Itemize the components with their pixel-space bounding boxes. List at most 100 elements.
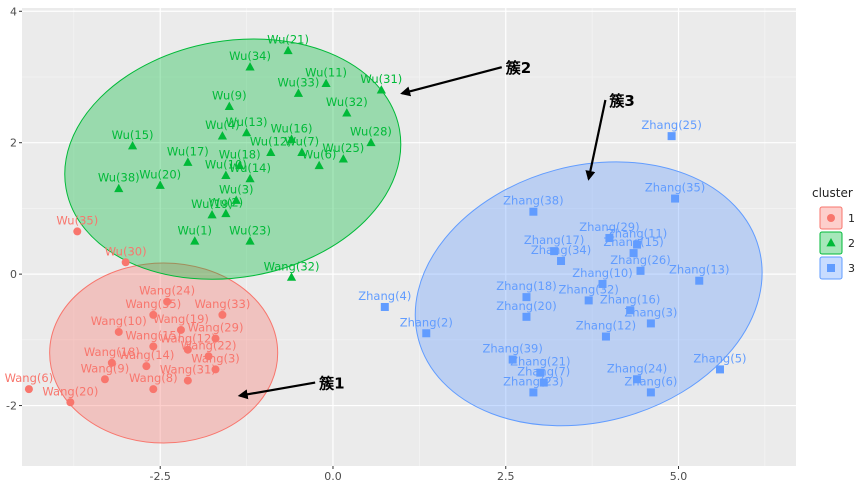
annotations: 簇2 簇3 簇1 bbox=[237, 59, 635, 400]
y-tick-label: -2 bbox=[6, 400, 17, 413]
point-zhang-38 bbox=[529, 207, 538, 216]
point-wang-18 bbox=[107, 358, 116, 367]
point-wu-10 bbox=[221, 170, 231, 179]
point-wu-11 bbox=[321, 78, 331, 87]
point-label-wu-28: Wu(28) bbox=[350, 125, 392, 139]
point-label-wang-20: Wang(20) bbox=[42, 384, 98, 398]
cluster-1-ellipse bbox=[49, 262, 279, 444]
point-zhang-2 bbox=[422, 329, 431, 338]
point-label-zhang-11: Zhang(11) bbox=[607, 227, 667, 241]
point-wang-24 bbox=[163, 297, 172, 306]
point-wang-22 bbox=[204, 352, 213, 361]
point-label-wu-2: Wu(2) bbox=[209, 196, 244, 210]
point-label-wu-12: Wu(12) bbox=[250, 135, 292, 149]
point-wu-9 bbox=[224, 101, 234, 110]
point-wu-18 bbox=[235, 160, 245, 170]
point-wu-23 bbox=[245, 236, 255, 245]
point-label-zhang-6: Zhang(6) bbox=[624, 374, 677, 388]
point-label-wang-6: Wang(6) bbox=[5, 371, 54, 385]
point-zhang-12 bbox=[601, 332, 610, 341]
point-wu-3 bbox=[231, 195, 241, 204]
point-label-zhang-2: Zhang(2) bbox=[400, 315, 453, 329]
point-label-wang-24: Wang(24) bbox=[139, 284, 195, 298]
annotation-arrow-2 bbox=[237, 381, 316, 400]
point-wang-10 bbox=[114, 327, 123, 336]
point-zhang-6 bbox=[646, 388, 655, 397]
point-label-zhang-17: Zhang(17) bbox=[524, 233, 584, 247]
x-tick-label: 2.5 bbox=[497, 470, 515, 483]
cluster-ellipses bbox=[49, 38, 763, 444]
point-label-zhang-18: Zhang(18) bbox=[496, 279, 556, 293]
point-label-wu-18: Wu(18) bbox=[219, 148, 261, 162]
point-label-wu-7: Wu(7) bbox=[285, 135, 320, 149]
point-wu-31 bbox=[376, 85, 386, 94]
point-label-zhang-4: Zhang(4) bbox=[358, 289, 411, 303]
point-label-wang-3: Wang(3) bbox=[191, 351, 240, 365]
point-label-zhang-12: Zhang(12) bbox=[576, 319, 636, 333]
point-label-zhang-35: Zhang(35) bbox=[645, 181, 705, 195]
annotation-arrow-0 bbox=[400, 66, 503, 97]
point-label-wang-14: Wang(14) bbox=[118, 348, 174, 362]
annotation-label-0: 簇2 bbox=[505, 59, 531, 77]
point-label-zhang-38: Zhang(38) bbox=[503, 194, 563, 208]
legend-marker-1 bbox=[827, 214, 835, 222]
point-labels: Wu(35)Wu(30)Wang(24)Wang(35) Wang(33)Wang… bbox=[5, 33, 747, 399]
point-label-wu-32: Wu(32) bbox=[326, 95, 368, 109]
point-zhang-5 bbox=[715, 365, 724, 374]
point-wu-4 bbox=[217, 131, 228, 140]
point-label-wu-14: Wu(14) bbox=[229, 161, 271, 175]
point-wu-25 bbox=[338, 154, 348, 163]
point-label-zhang-26: Zhang(26) bbox=[610, 253, 670, 267]
point-wang-32 bbox=[286, 272, 297, 281]
point-label-zhang-15: Zhang(15) bbox=[603, 235, 663, 249]
annotation-label-1: 簇3 bbox=[608, 92, 634, 110]
point-label-wu-16: Wu(16) bbox=[271, 121, 313, 135]
point-label-wang-22: Wang(22) bbox=[181, 338, 237, 352]
point-label-wu-25: Wu(25) bbox=[322, 141, 364, 155]
point-label-zhang-34: Zhang(34) bbox=[531, 243, 591, 257]
annotation-label-2: 簇1 bbox=[318, 375, 344, 393]
point-label-wang-29: Wang(29) bbox=[188, 321, 244, 335]
legend-label-1: 1 bbox=[848, 212, 855, 225]
y-tick-label: 0 bbox=[10, 268, 17, 281]
point-label-wu-33: Wu(33) bbox=[277, 75, 319, 89]
point-wu-15 bbox=[127, 140, 138, 150]
point-wu-34 bbox=[245, 62, 255, 71]
point-label-wu-15: Wu(15) bbox=[112, 128, 154, 142]
minor-gridlines bbox=[22, 8, 796, 466]
point-zhang-32 bbox=[584, 296, 593, 305]
point-label-wang-19: Wang(19) bbox=[153, 312, 209, 326]
point-zhang-25 bbox=[667, 132, 676, 141]
point-label-wang-9: Wang(9) bbox=[81, 361, 130, 375]
point-zhang-7 bbox=[539, 378, 548, 387]
point-wu-28 bbox=[366, 137, 376, 147]
point-zhang-21 bbox=[536, 368, 545, 377]
cluster-3-ellipse bbox=[414, 161, 763, 427]
point-wang-29 bbox=[211, 334, 220, 343]
point-zhang-15 bbox=[629, 249, 638, 258]
point-zhang-17 bbox=[550, 247, 559, 256]
point-label-wu-19: Wu(19) bbox=[191, 197, 233, 211]
legend: cluster 1 2 3 bbox=[812, 186, 855, 280]
point-wu-19 bbox=[207, 209, 217, 219]
point-zhang-20 bbox=[522, 312, 531, 321]
legend-label-2: 2 bbox=[848, 237, 855, 250]
point-wang-20 bbox=[66, 398, 75, 407]
point-wang-12 bbox=[183, 345, 192, 354]
x-tick-label: 5.0 bbox=[670, 470, 688, 483]
point-label-wang-31: Wang(31) bbox=[160, 363, 216, 377]
point-wu-14 bbox=[245, 173, 255, 183]
point-label-wang-33: Wang(33) bbox=[194, 297, 250, 311]
point-label-wu-3: Wu(3) bbox=[219, 183, 254, 197]
point-zhang-3 bbox=[646, 319, 655, 328]
point-wu-13 bbox=[241, 127, 252, 137]
legend-marker-3 bbox=[827, 264, 835, 272]
point-wu-12 bbox=[266, 147, 276, 156]
point-label-wu-31: Wu(31) bbox=[360, 72, 402, 86]
y-tick-label: 4 bbox=[10, 5, 17, 18]
point-wu-17 bbox=[183, 157, 193, 166]
point-label-zhang-25: Zhang(25) bbox=[641, 118, 701, 132]
point-zhang-11 bbox=[633, 240, 642, 249]
point-wang-8 bbox=[149, 385, 158, 394]
